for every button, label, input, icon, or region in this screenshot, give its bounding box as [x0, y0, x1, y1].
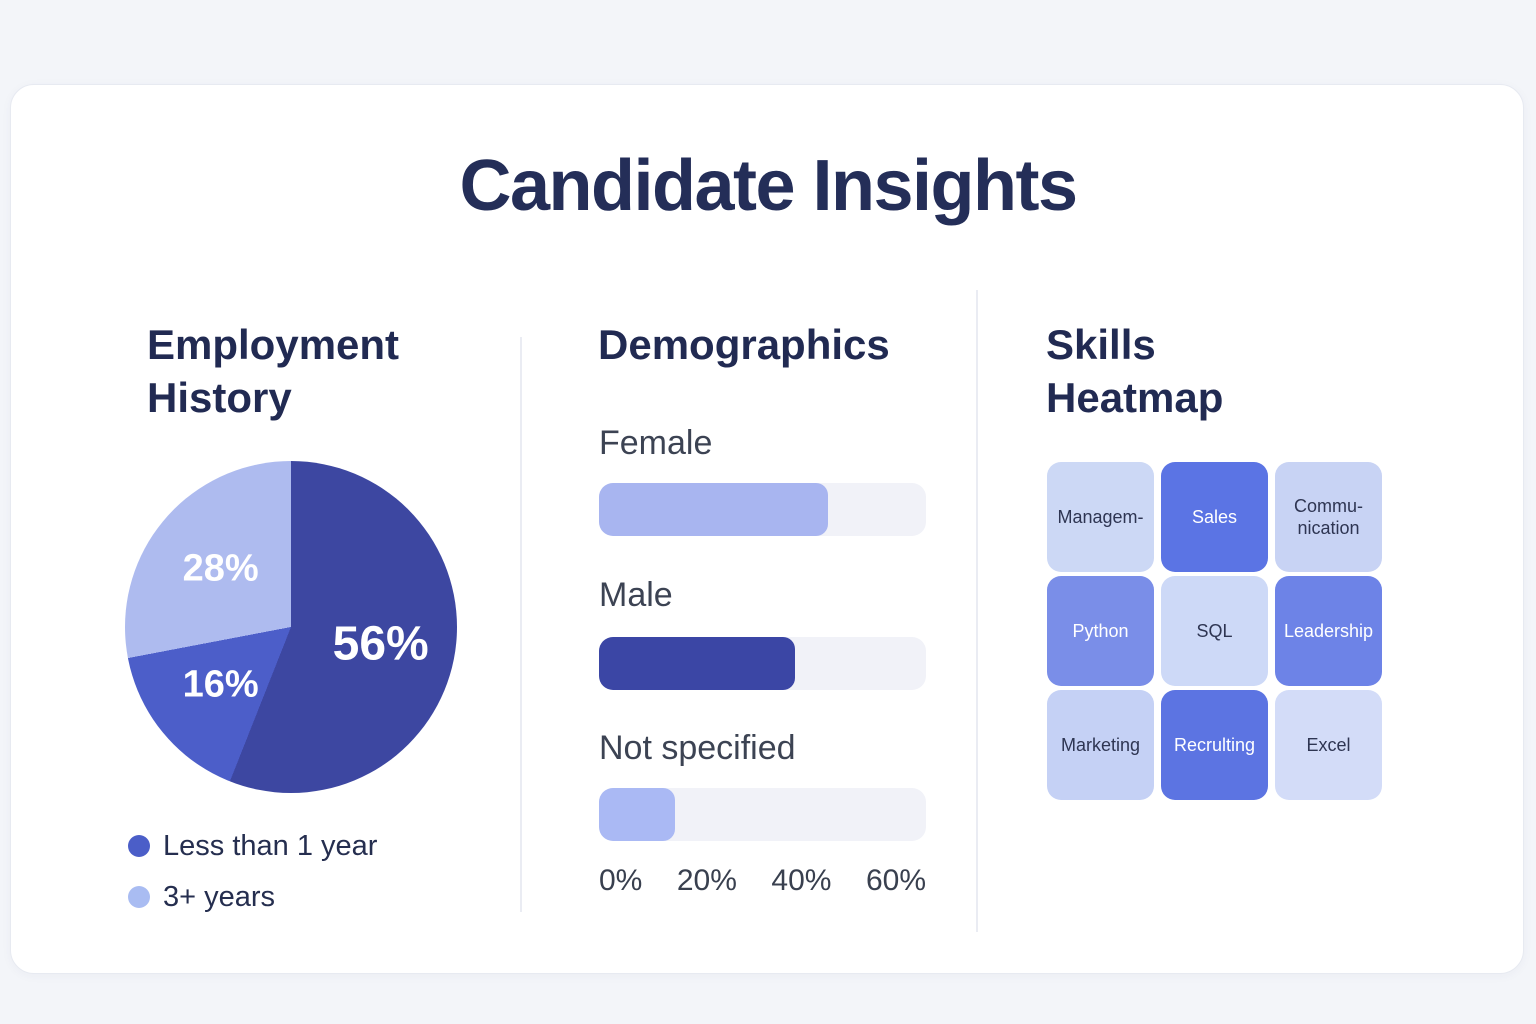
legend-label-less-than-1-year: Less than 1 year: [163, 829, 378, 862]
page-title: Candidate Insights: [459, 146, 1078, 226]
pie-label-28pct: 28%: [182, 547, 259, 590]
axis-tick-20: 20%: [676, 864, 737, 897]
bar-fill-male: [599, 637, 796, 690]
employment-history-heading: Employment History: [147, 321, 400, 421]
bar-label-female: Female: [599, 424, 713, 462]
section-divider-left: [520, 337, 522, 912]
pie-legend: Less than 1 year 3+ years: [128, 826, 377, 928]
axis-tick-60: 60%: [865, 864, 926, 897]
employment-pie-chart: 56% 16% 28%: [125, 461, 457, 793]
legend-swatch-3-plus-years: [128, 886, 150, 908]
skills-heatmap-grid: Managem- Sales Commu- nication Python SQ…: [1047, 462, 1382, 800]
demographics-heading: Demographics: [598, 321, 890, 368]
skill-tile-marketing: Marketing: [1047, 690, 1154, 800]
axis-tick-40: 40%: [771, 864, 832, 897]
pie-label-56pct: 56%: [332, 617, 429, 671]
bar-fill-female: [599, 483, 828, 536]
pie-label-16pct: 16%: [182, 663, 259, 706]
bar-label-not-specified: Not specified: [599, 729, 796, 767]
skill-tile-recrulting: Recrulting: [1161, 690, 1268, 800]
bar-track-not-specified: [599, 788, 926, 841]
legend-label-3-plus-years: 3+ years: [163, 880, 276, 913]
legend-item-less-than-1-year: Less than 1 year: [128, 826, 377, 866]
skill-tile-leadership: Leadership: [1275, 576, 1382, 686]
skill-tile-sales: Sales: [1161, 462, 1268, 572]
legend-item-3-plus-years: 3+ years: [128, 877, 377, 917]
bar-fill-not-specified: [599, 788, 676, 841]
skills-heatmap-heading: Skills Heatmap: [1046, 321, 1224, 421]
bar-track-female: [599, 483, 926, 536]
skill-tile-excel: Excel: [1275, 690, 1382, 800]
axis-tick-0: 0%: [599, 864, 643, 897]
skill-tile-communication: Commu- nication: [1275, 462, 1382, 572]
bar-track-male: [599, 637, 926, 690]
legend-swatch-less-than-1-year: [128, 835, 150, 857]
x-axis: 0% 20% 40% 60%: [599, 864, 926, 898]
skill-tile-managem: Managem-: [1047, 462, 1154, 572]
skill-tile-sql: SQL: [1161, 576, 1268, 686]
section-divider-right: [976, 290, 978, 932]
skill-tile-python: Python: [1047, 576, 1154, 686]
bar-label-male: Male: [599, 576, 673, 614]
